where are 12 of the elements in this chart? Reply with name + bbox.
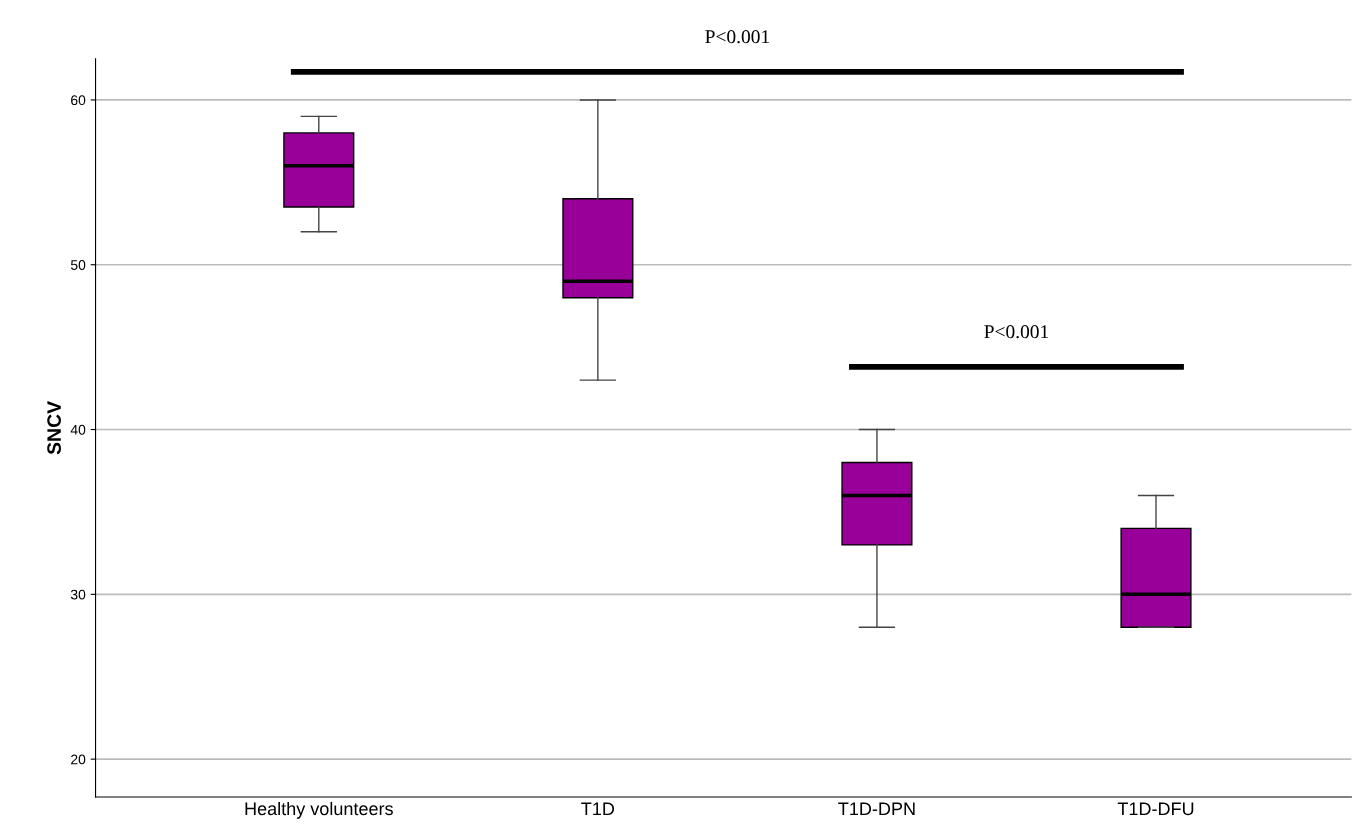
x-tick-label: Healthy volunteers — [245, 801, 393, 819]
y-tick-label: 20 — [71, 754, 86, 765]
y-tick-label: 30 — [70, 589, 86, 600]
y-tick-label: 50 — [70, 260, 86, 270]
x-tick-label: T1D — [581, 802, 615, 815]
annotation: P<0.001 — [984, 325, 1049, 339]
y-tick-label: 60 — [71, 95, 86, 106]
y-tick-label: 40 — [70, 424, 86, 435]
y-axis-title: SNCV — [47, 401, 61, 455]
x-tick-label: T1D-DPN — [838, 802, 915, 815]
x-tick-label: T1D-DFU — [1117, 802, 1194, 816]
text: P<0.001 — [705, 30, 769, 44]
